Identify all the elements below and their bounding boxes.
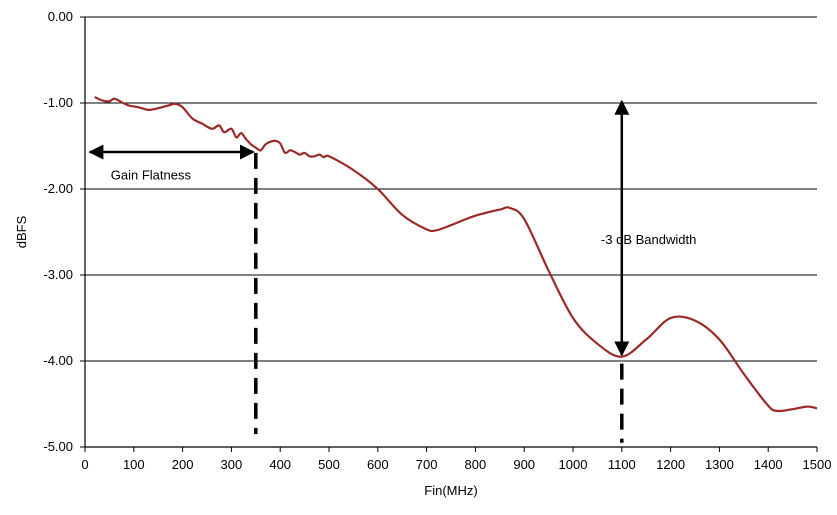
series-line-0	[94, 96, 818, 413]
x-tick-label: 1500	[803, 457, 832, 472]
x-axis-title: Fin(MHz)	[424, 483, 477, 498]
axes	[80, 16, 818, 452]
x-tick-label: 1300	[705, 457, 734, 472]
x-tick-label: 400	[269, 457, 291, 472]
y-tick-label: -1.00	[43, 95, 73, 110]
x-tick-label: 200	[172, 457, 194, 472]
y-tick-label: 0.00	[48, 9, 73, 24]
y-tick-label: -3.00	[43, 267, 73, 282]
x-tick-label: 100	[123, 457, 145, 472]
gain-flatness-label: Gain Flatness	[111, 167, 192, 182]
y-tick-label: -5.00	[43, 439, 73, 454]
x-tick-label: 0	[81, 457, 88, 472]
x-tick-label: 800	[465, 457, 487, 472]
x-tick-label: 1200	[656, 457, 685, 472]
x-tick-label: 600	[367, 457, 389, 472]
bandwidth-label: -3 dB Bandwidth	[601, 232, 696, 247]
x-tick-label: 1000	[559, 457, 588, 472]
y-axis-title: dBFS	[14, 215, 29, 248]
gridlines	[85, 16, 817, 448]
y-tick-label: -2.00	[43, 181, 73, 196]
x-tick-label: 1400	[754, 457, 783, 472]
x-tick-label: 700	[416, 457, 438, 472]
series	[94, 96, 818, 413]
x-tick-label: 500	[318, 457, 340, 472]
x-tick-label: 900	[513, 457, 535, 472]
labels: 0 100 200 300 400 500 600 700 800 900 1000 1100 1200…	[14, 9, 831, 498]
y-tick-label: -4.00	[43, 353, 73, 368]
x-tick-label: 300	[221, 457, 243, 472]
x-tick-label: 1100	[608, 457, 636, 472]
annotations: Gain Flatness -3 dB Bandwidth	[88, 99, 696, 443]
